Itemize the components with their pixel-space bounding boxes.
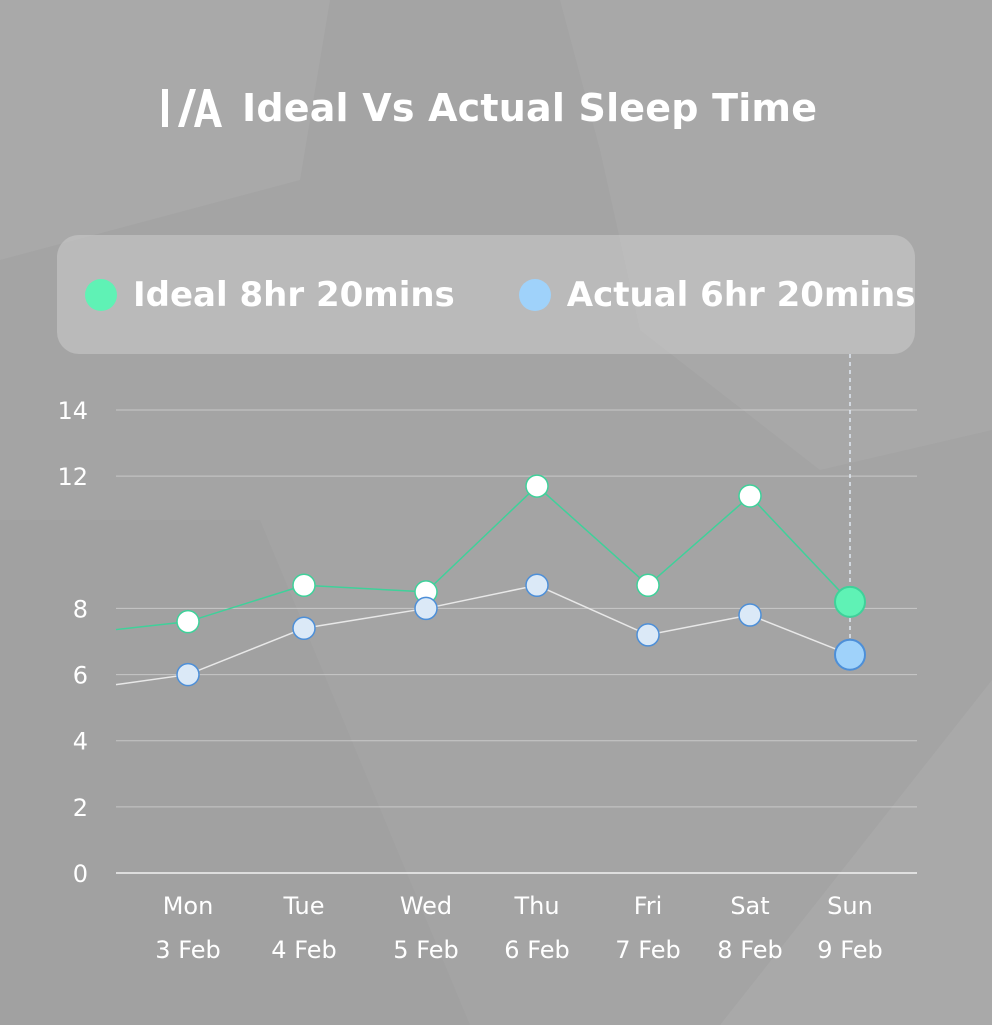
x-tick-day-label: Mon (163, 892, 214, 920)
chart-title: Ideal Vs Actual Sleep Time (242, 86, 818, 130)
data-point-actual (525, 573, 549, 598)
x-tick-date-label: 7 Feb (615, 936, 680, 964)
data-point-ideal (176, 609, 200, 634)
data-point-ideal (525, 474, 549, 498)
y-tick-label: 12 (57, 463, 88, 491)
data-point-actual (738, 603, 762, 627)
data-point-actual (292, 616, 316, 641)
x-tick-day-label: Wed (400, 892, 452, 920)
legend-label-actual: Actual 6hr 20mins (566, 274, 916, 315)
actual-dot-icon (518, 278, 551, 311)
x-tick-date-label: 6 Feb (504, 936, 569, 964)
ideal-dot-icon (85, 278, 117, 311)
x-tick-day-label: Thu (513, 892, 559, 920)
ia-logo (162, 89, 222, 127)
series-line-ideal (115, 485, 851, 631)
y-tick-label: 6 (73, 662, 88, 690)
x-tick-date-label: 9 Feb (817, 936, 882, 964)
x-tick-day-label: Sat (730, 892, 769, 920)
legend-item-ideal[interactable]: Ideal 8hr 20mins (57, 235, 455, 354)
data-point-ideal (292, 573, 316, 598)
series-line-actual (115, 584, 851, 686)
x-tick-day-label: Sun (827, 892, 873, 920)
legend-label-ideal: Ideal 8hr 20mins (133, 274, 455, 315)
data-point-ideal (834, 585, 866, 618)
y-tick-label: 2 (73, 794, 88, 822)
data-point-ideal (738, 484, 762, 508)
legend-panel: Ideal 8hr 20mins Actual 6hr 20mins (57, 235, 915, 354)
data-point-actual (414, 596, 438, 621)
x-tick-date-label: 3 Feb (155, 936, 220, 964)
data-point-ideal (636, 573, 660, 598)
legend-item-actual[interactable]: Actual 6hr 20mins (485, 235, 916, 354)
y-tick-label: 14 (57, 397, 88, 425)
x-tick-day-label: Fri (634, 892, 663, 920)
x-tick-date-label: 4 Feb (271, 936, 336, 964)
x-tick-date-label: 5 Feb (393, 936, 458, 964)
data-point-actual (834, 638, 866, 671)
x-tick-day-label: Tue (283, 892, 325, 920)
x-tick-date-label: 8 Feb (717, 936, 782, 964)
data-point-actual (176, 662, 200, 687)
data-point-actual (636, 623, 660, 647)
y-tick-label: 4 (73, 728, 88, 756)
chart-header: Ideal Vs Actual Sleep Time (158, 80, 817, 136)
y-tick-label: 8 (73, 595, 88, 623)
y-tick-label: 0 (73, 860, 88, 888)
